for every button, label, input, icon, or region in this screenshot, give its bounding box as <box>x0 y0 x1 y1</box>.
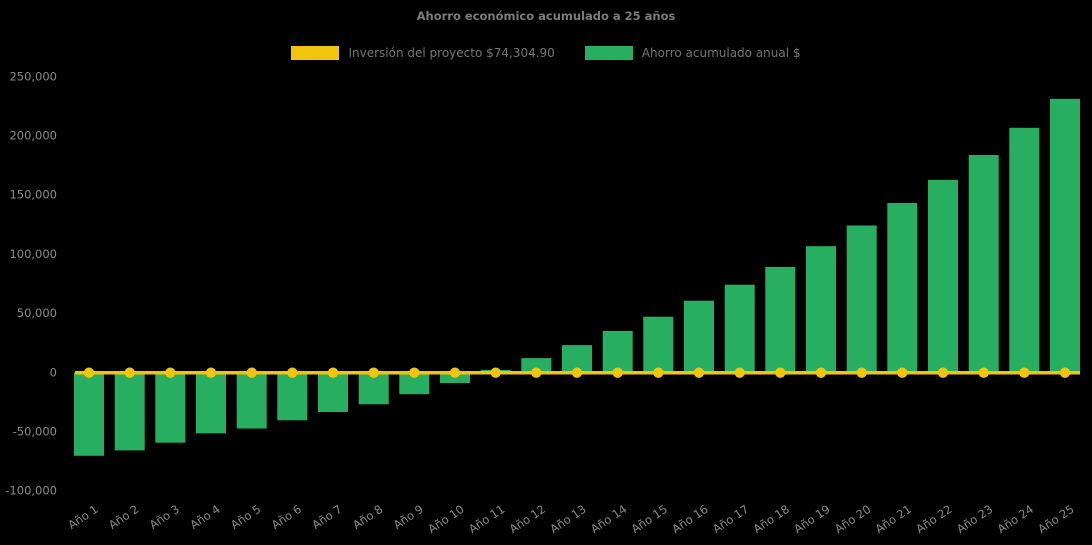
investment-marker-ano-19[interactable] <box>815 367 827 378</box>
investment-marker-ano-14[interactable] <box>612 367 623 378</box>
investment-marker-ano-7[interactable] <box>327 367 339 378</box>
y-tick-label: -50,000 <box>13 425 57 439</box>
x-tick-label: Año 6 <box>269 502 304 532</box>
x-tick-label: Año 16 <box>669 502 710 536</box>
x-tick-label: Año 22 <box>913 502 954 536</box>
chart-title: Ahorro económico acumulado a 25 años <box>416 9 676 23</box>
x-tick-label: Año 13 <box>547 502 588 536</box>
bar-ano-19[interactable] <box>806 246 836 373</box>
y-tick-label: 200,000 <box>9 129 57 143</box>
investment-marker-ano-20[interactable] <box>856 367 867 378</box>
legend-swatch-inversion-icon <box>291 46 340 60</box>
x-tick-label: Año 2 <box>106 502 141 532</box>
y-tick-label: 150,000 <box>9 188 57 202</box>
investment-marker-ano-25[interactable] <box>1059 367 1071 378</box>
bar-ano-23[interactable] <box>968 155 999 373</box>
investment-marker-ano-15[interactable] <box>653 367 664 378</box>
x-tick-label: Año 12 <box>507 502 548 536</box>
bar-ano-18[interactable] <box>765 266 796 373</box>
investment-marker-ano-8[interactable] <box>368 367 379 378</box>
y-tick-label: 0 <box>50 365 57 379</box>
legend-label-ahorro: Ahorro acumulado anual $ <box>641 46 801 60</box>
bar-ano-5[interactable] <box>236 372 267 429</box>
legend-item-inversion[interactable]: Inversión del proyecto $74,304.90 <box>291 46 555 60</box>
x-tick-label: Año 5 <box>228 502 263 532</box>
y-tick-label: -100,000 <box>5 484 57 498</box>
x-tick-label: Año 24 <box>995 502 1036 536</box>
investment-marker-ano-6[interactable] <box>287 367 298 378</box>
bar-ano-6[interactable] <box>277 372 308 421</box>
x-tick-label: Año 25 <box>1035 502 1076 536</box>
x-tick-label: Año 4 <box>187 502 222 532</box>
investment-marker-ano-21[interactable] <box>897 367 908 378</box>
legend-label-inversion: Inversión del proyecto $74,304.90 <box>348 46 555 60</box>
bar-ano-1[interactable] <box>74 372 104 456</box>
bar-ano-2[interactable] <box>114 372 145 451</box>
x-tick-label: Año 3 <box>147 502 182 532</box>
investment-marker-ano-13[interactable] <box>571 367 583 378</box>
x-tick-label: Año 1 <box>65 502 100 532</box>
x-tick-label: Año 7 <box>309 502 344 532</box>
bar-ano-15[interactable] <box>643 316 674 373</box>
bar-ano-21[interactable] <box>887 203 918 373</box>
x-tick-label: Año 14 <box>588 502 629 536</box>
investment-marker-ano-22[interactable] <box>937 367 949 378</box>
investment-marker-ano-2[interactable] <box>124 367 135 378</box>
y-tick-label: 100,000 <box>9 247 57 261</box>
investment-marker-ano-23[interactable] <box>978 367 989 378</box>
bar-ano-25[interactable] <box>1050 98 1080 373</box>
investment-marker-ano-12[interactable] <box>531 367 542 378</box>
investment-marker-ano-11[interactable] <box>490 367 501 378</box>
investment-marker-ano-17[interactable] <box>734 367 745 378</box>
investment-marker-ano-24[interactable] <box>1019 367 1030 378</box>
bar-ano-16[interactable] <box>684 300 714 373</box>
y-tick-label: 50,000 <box>17 306 57 320</box>
investment-marker-ano-3[interactable] <box>165 367 176 378</box>
bar-ano-7[interactable] <box>318 372 348 412</box>
legend-swatch-ahorro-icon <box>584 46 633 60</box>
x-tick-label: Año 21 <box>873 502 914 536</box>
investment-marker-ano-16[interactable] <box>693 367 705 378</box>
x-tick-label: Año 17 <box>710 502 751 536</box>
legend-item-ahorro[interactable]: Ahorro acumulado anual $ <box>584 46 801 60</box>
bar-ano-20[interactable] <box>846 225 877 373</box>
x-tick-label: Año 10 <box>425 502 466 536</box>
investment-marker-ano-4[interactable] <box>205 367 217 378</box>
investment-marker-ano-1[interactable] <box>83 367 95 378</box>
y-tick-label: 250,000 <box>9 69 57 83</box>
bar-ano-14[interactable] <box>602 330 633 373</box>
bar-ano-4[interactable] <box>196 372 226 434</box>
investment-marker-ano-10[interactable] <box>449 367 461 378</box>
x-tick-label: Año 11 <box>466 502 507 536</box>
bar-ano-12[interactable] <box>521 358 552 373</box>
bar-ano-22[interactable] <box>928 179 958 373</box>
x-tick-label: Año 9 <box>391 502 426 532</box>
x-tick-label: Año 19 <box>791 502 832 536</box>
x-tick-label: Año 8 <box>350 502 385 532</box>
x-tick-label: Año 18 <box>751 502 792 536</box>
bar-ano-17[interactable] <box>724 284 755 373</box>
x-tick-label: Año 20 <box>832 502 873 536</box>
bar-ano-3[interactable] <box>155 372 186 443</box>
investment-marker-ano-9[interactable] <box>409 367 420 378</box>
investment-marker-ano-5[interactable] <box>246 367 257 378</box>
x-tick-label: Año 15 <box>629 502 670 536</box>
bar-ano-9[interactable] <box>399 372 430 395</box>
legend: Inversión del proyecto $74,304.90 Ahorro… <box>0 46 1092 60</box>
x-tick-label: Año 23 <box>954 502 995 536</box>
investment-marker-ano-18[interactable] <box>775 367 786 378</box>
bar-ano-24[interactable] <box>1009 127 1040 373</box>
